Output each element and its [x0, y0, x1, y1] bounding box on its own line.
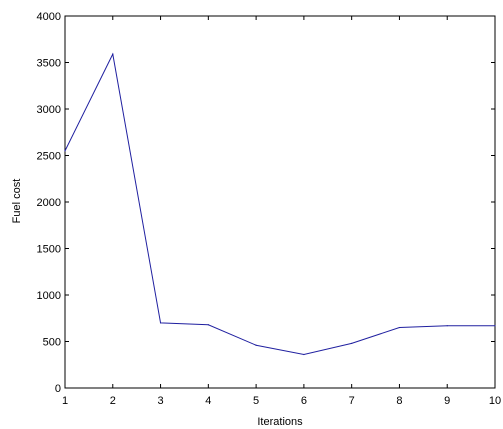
data-point [207, 324, 209, 326]
x-tick-label: 6 [301, 395, 307, 407]
data-point [64, 150, 66, 152]
x-tick-label: 10 [489, 395, 501, 407]
y-tick-label: 3000 [37, 104, 61, 116]
plot-area: 1 2 3 4 5 6 7 8 9 10 0 500 1000 1500 2000 2500 3000 3500 4… [37, 11, 502, 407]
data-point [398, 326, 401, 329]
y-tick-label: 2000 [37, 197, 61, 209]
data-point [351, 342, 353, 344]
x-tick-label: 8 [396, 395, 402, 407]
data-point [446, 325, 448, 327]
plot-frame [64, 15, 496, 389]
x-tick-label: 7 [349, 395, 355, 407]
y-tick-label: 4000 [37, 11, 61, 23]
data-point [112, 53, 114, 55]
x-tick-label: 1 [62, 395, 68, 407]
y-tick-label: 2500 [37, 151, 61, 163]
y-tick-label: 0 [55, 383, 61, 395]
data-point [303, 353, 305, 356]
y-tick-label: 500 [43, 337, 61, 349]
series-line [64, 52, 495, 356]
data-point [255, 344, 257, 346]
x-axis-label: Iterations [257, 416, 303, 428]
x-tick-label: 4 [205, 395, 211, 407]
x-tick-label: 3 [157, 395, 163, 407]
y-tick-label: 1500 [37, 244, 61, 256]
y-tick-label: 1000 [37, 290, 61, 302]
data-point [159, 322, 162, 324]
y-axis-label: Fuel cost [11, 179, 23, 224]
x-tick-label: 5 [253, 395, 259, 407]
data-point [494, 325, 496, 327]
x-tick-label: 9 [444, 395, 450, 407]
x-tick-label: 2 [110, 395, 116, 407]
y-tick-label: 3500 [37, 58, 61, 70]
